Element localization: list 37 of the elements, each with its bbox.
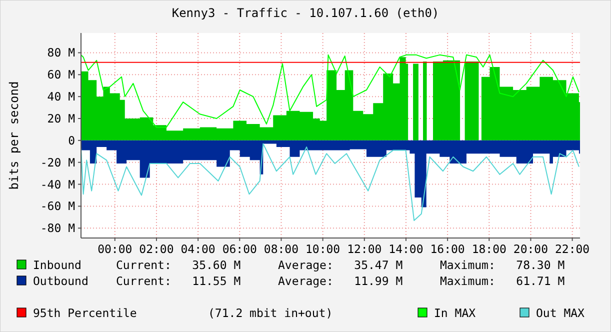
legend-label: Outbound bbox=[33, 274, 88, 288]
y-tick-label: 40 M bbox=[47, 90, 76, 104]
text: (71.2 mbit in+out) bbox=[208, 306, 333, 320]
y-tick-label: 80 M bbox=[47, 46, 76, 60]
text: Current: 35.60 M bbox=[116, 258, 241, 272]
x-tick-label: 00:00 bbox=[98, 242, 132, 256]
x-tick-label: 08:00 bbox=[264, 242, 299, 256]
x-tick-label: 18:00 bbox=[472, 242, 507, 256]
y-tick-label: 20 M bbox=[47, 112, 76, 126]
x-tick-label: 16:00 bbox=[430, 242, 465, 256]
y-axis-title: bits per second bbox=[7, 81, 21, 190]
x-tick-label: 12:00 bbox=[347, 242, 382, 256]
line-series bbox=[80, 54, 580, 128]
text: Average: 35.47 M bbox=[278, 258, 403, 272]
y-tick-label: -80 M bbox=[40, 221, 76, 236]
y-tick-label: -20 M bbox=[40, 155, 76, 170]
y-tick-label: -40 M bbox=[40, 177, 76, 192]
y-tick-label: -60 M bbox=[40, 199, 76, 214]
x-tick-label: 04:00 bbox=[180, 242, 216, 256]
chart-title: Kenny3 - Traffic - 10.107.1.60 (eth0) bbox=[172, 6, 440, 20]
text: Average: 11.99 M bbox=[278, 274, 403, 288]
text: Current: 11.55 M bbox=[116, 274, 241, 288]
y-tick-label: 60 M bbox=[47, 68, 76, 82]
legend-label: 95th Percentile bbox=[33, 306, 137, 320]
legend-label: In MAX bbox=[434, 306, 476, 320]
x-tick-label: 22:00 bbox=[554, 242, 590, 256]
x-tick-label: 10:00 bbox=[305, 242, 340, 256]
x-tick-label: 14:00 bbox=[388, 242, 424, 256]
y-tick-label: 0 bbox=[68, 133, 76, 148]
x-tick-label: 02:00 bbox=[139, 242, 174, 256]
text: Maximum: 61.71 M bbox=[440, 274, 565, 288]
legend-label: Inbound bbox=[33, 258, 82, 272]
x-tick-label: 20:00 bbox=[513, 242, 548, 256]
legend-label: Out MAX bbox=[536, 306, 585, 320]
x-tick-label: 06:00 bbox=[222, 242, 258, 256]
line-series bbox=[80, 143, 580, 221]
text: Maximum: 78.30 M bbox=[440, 258, 565, 272]
